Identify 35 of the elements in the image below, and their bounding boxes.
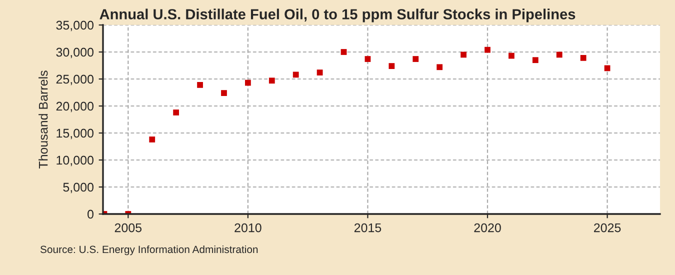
point <box>460 52 466 58</box>
x-tick-label: 2010 <box>234 223 262 232</box>
chart-title: Annual U.S. Distillate Fuel Oil, 0 to 15 ppm Sulfur Stocks in Pipelines <box>100 8 576 22</box>
point <box>388 63 395 69</box>
y-tick-label: 0 <box>88 210 94 219</box>
point <box>364 56 371 62</box>
y-axis-title: Thousand Barrels <box>38 70 48 169</box>
point <box>173 110 180 116</box>
x-tick-label: 2015 <box>354 223 382 232</box>
x-tick-label: 2005 <box>114 223 142 232</box>
y-tick-label: 15,000 <box>56 128 94 140</box>
point <box>316 70 323 76</box>
y-tick-label: 5,000 <box>63 182 94 194</box>
point <box>149 136 156 142</box>
y-tick-label: 10,000 <box>56 156 94 166</box>
point <box>580 54 586 61</box>
point <box>340 49 347 55</box>
point <box>221 90 227 96</box>
source-note: Source: U.S. Energy Information Administration <box>40 245 258 256</box>
x-tick-label: 2020 <box>474 223 501 232</box>
point <box>412 56 419 62</box>
point <box>292 72 299 78</box>
point <box>197 82 203 88</box>
y-tick-label: 30,000 <box>56 48 94 58</box>
point <box>484 46 490 53</box>
point <box>532 57 538 64</box>
x-tick-label: 2025 <box>594 223 621 232</box>
y-tick-label: 35,000 <box>56 20 94 32</box>
y-tick-label: 25,000 <box>56 74 94 86</box>
point <box>244 80 251 86</box>
point <box>436 64 443 70</box>
point <box>268 78 275 84</box>
point <box>556 52 562 58</box>
point <box>508 52 514 59</box>
y-tick-label: 20,000 <box>56 102 94 112</box>
